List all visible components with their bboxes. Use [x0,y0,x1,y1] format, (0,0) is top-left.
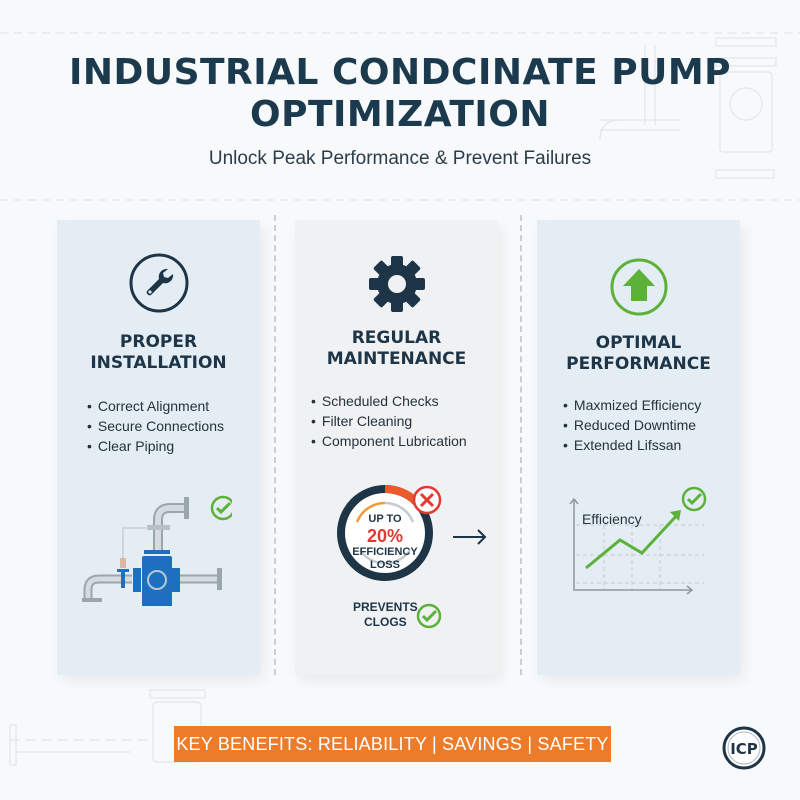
card-list: Maxmized Efficiency Reduced Downtime Ext… [563,395,701,455]
gauge-line: EFFICIENCY [352,546,418,558]
list-item: Correct Alignment [87,396,224,416]
list-item: Secure Connections [87,416,224,436]
card-title-line: REGULAR [351,328,442,348]
gauge-line: UP TO [368,513,402,525]
efficiency-loss-gauge [337,484,487,581]
card-title-line: PROPER [119,332,198,352]
list-item: Maxmized Efficiency [563,395,701,415]
gauge-label: UP TO 20% EFFICIENCY LOSS [335,513,435,572]
card-title-line: OPTIMAL [595,333,682,353]
card-title-line: PERFORMANCE [566,354,711,374]
icp-logo: ICP [722,726,766,770]
title-line-2: OPTIMIZATION [249,94,550,135]
pump-illustration [82,495,232,606]
gauge-line: LOSS [370,559,400,571]
page-title: INDUSTRIAL CONDCINATE PUMP OPTIMIZATION [0,52,800,136]
note-line: CLOGS [364,615,407,629]
list-item: Reduced Downtime [563,415,701,435]
card-list: Scheduled Checks Filter Cleaning Compone… [311,391,467,451]
dashed-divider [274,215,276,675]
chart-label: Efficiency [582,511,642,527]
list-item: Scheduled Checks [311,391,467,411]
card-title-line: MAINTENANCE [326,349,467,369]
card-title: PROPER INSTALLATION [57,332,260,374]
card-optimal-performance: OPTIMAL PERFORMANCE Maxmized Efficiency … [537,220,740,675]
card-title: OPTIMAL PERFORMANCE [537,333,740,375]
check-icon [416,603,442,629]
dashed-divider [520,215,522,675]
efficiency-chart-illustration [569,486,707,595]
subtitle: Unlock Peak Performance & Prevent Failur… [208,148,592,169]
card-title-line: INSTALLATION [90,353,227,373]
list-item: Clear Piping [87,436,224,456]
logo-text: ICP [730,740,758,758]
note-line: PREVENTS [353,600,418,614]
card-regular-maintenance: REGULAR MAINTENANCE Scheduled Checks Fil… [295,220,498,675]
gear-icon [368,256,425,312]
card-title: REGULAR MAINTENANCE [295,328,498,370]
title-line-1: INDUSTRIAL CONDCINATE PUMP [68,52,732,93]
card-list: Correct Alignment Secure Connections Cle… [87,396,224,456]
key-benefits-banner: KEY BENEFITS: RELIABILITY | SAVINGS | SA… [174,726,611,762]
card-proper-installation: PROPER INSTALLATION Correct Alignment Se… [57,220,260,675]
list-item: Filter Cleaning [311,411,467,431]
wrench-icon [129,253,188,313]
list-item: Component Lubrication [311,431,467,451]
up-arrow-icon [610,258,667,316]
prevents-clogs-label: PREVENTS CLOGS [353,600,418,630]
gauge-value: 20% [366,526,404,546]
list-item: Extended Lifssan [563,435,701,455]
